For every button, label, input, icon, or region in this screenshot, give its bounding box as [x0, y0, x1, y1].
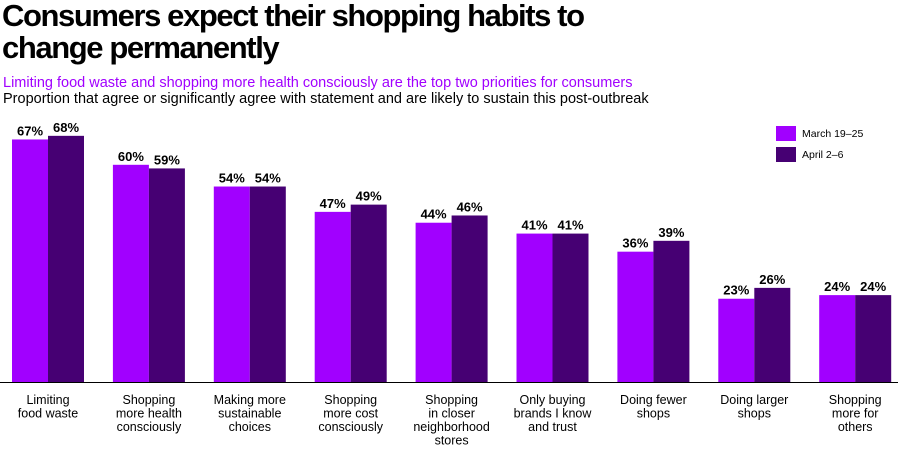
category-label-line: food waste — [18, 407, 79, 421]
bar-value-label: 49% — [356, 189, 382, 204]
bar-april — [552, 233, 589, 382]
category-label-line: consciously — [318, 420, 383, 434]
bar-value-label: 68% — [53, 120, 79, 135]
category-label-line: Making more — [214, 393, 286, 407]
bar-march — [617, 251, 654, 382]
bar-april — [754, 287, 791, 382]
category-label: Shopping more cost consciously — [318, 393, 383, 434]
value-label-group: 67% 68% 60% 59% 54% 54% 47% 49% 44% 46% 41% 41% 36% 3… — [17, 120, 887, 298]
bar-value-label: 39% — [658, 225, 684, 240]
bar-april — [350, 204, 387, 382]
bar-april — [48, 135, 84, 382]
category-label-line: and trust — [528, 420, 577, 434]
category-label-line: in closer — [428, 407, 475, 421]
category-label: Shopping more for others — [829, 393, 882, 434]
bar-value-label: 54% — [255, 171, 281, 186]
category-label-line: Doing fewer — [620, 393, 687, 407]
bar-value-label: 26% — [759, 272, 785, 287]
bar-value-label: 24% — [860, 279, 886, 294]
category-label: Shopping in closer neighborhood stores — [413, 393, 490, 448]
bar-value-label: 36% — [622, 236, 648, 251]
page-title: Consumers expect their shopping habits t… — [2, 0, 702, 64]
category-label-line: neighborhood — [413, 420, 490, 434]
category-label-line: more for — [832, 407, 879, 421]
bar-march — [415, 222, 452, 382]
bar-value-label: 67% — [17, 123, 43, 138]
category-label-line: more cost — [323, 407, 378, 421]
category-label-line: consciously — [117, 420, 182, 434]
title-line-1: Consumers expect their shopping habits t… — [2, 0, 585, 33]
category-label-line: Shopping — [324, 393, 377, 407]
bar-value-label: 41% — [557, 218, 583, 233]
bar-march — [112, 164, 149, 382]
bar-value-label: 23% — [723, 283, 749, 298]
chart-subtitle: Limiting food waste and shopping more he… — [3, 75, 633, 91]
bar-march — [819, 295, 856, 382]
bar-april — [855, 295, 892, 382]
category-label: Making more sustainable choices — [214, 393, 286, 434]
category-label-line: Shopping — [425, 393, 478, 407]
category-label-line: choices — [229, 420, 271, 434]
bar-march — [718, 298, 755, 382]
category-label-line: brands I know — [514, 407, 593, 421]
bar-value-label: 24% — [824, 279, 850, 294]
category-label-line: more health — [116, 407, 182, 421]
bar-april — [249, 186, 286, 382]
category-label-line: shops — [738, 407, 771, 421]
category-label: Limiting food waste — [18, 393, 79, 421]
category-label-line: Only buying — [519, 393, 585, 407]
category-label-line: shops — [637, 407, 670, 421]
bar-april — [451, 215, 488, 382]
bar-march — [314, 211, 351, 382]
category-label-line: Doing larger — [720, 393, 788, 407]
title-line-2: change permanently — [2, 30, 280, 65]
category-label-line: Limiting — [26, 393, 69, 407]
bar-march — [213, 186, 250, 382]
category-label: Only buying brands I know and trust — [514, 393, 593, 434]
category-label: Doing larger shops — [720, 393, 788, 421]
category-label: Shopping more health consciously — [116, 393, 182, 434]
bar-value-label: 44% — [421, 207, 447, 222]
bar-series-group — [12, 135, 892, 382]
chart-caption: Proportion that agree or significantly a… — [3, 91, 649, 107]
category-label-line: Shopping — [122, 393, 175, 407]
legend: March 19–25 April 2–6 — [776, 126, 863, 162]
legend-label: April 2–6 — [802, 149, 844, 161]
bar-value-label: 59% — [154, 152, 180, 167]
bar-april — [653, 240, 690, 382]
bar-march — [12, 139, 48, 382]
category-label: Doing fewer shops — [620, 393, 687, 421]
bar-march — [516, 233, 553, 382]
bar-value-label: 60% — [118, 149, 144, 164]
category-label-line: others — [838, 420, 873, 434]
bar-april — [148, 168, 185, 382]
bar-value-label: 47% — [320, 196, 346, 211]
bar-value-label: 41% — [521, 218, 547, 233]
category-label-line: stores — [435, 434, 469, 448]
legend-swatch — [776, 147, 796, 162]
bar-value-label: 54% — [219, 171, 245, 186]
legend-label: March 19–25 — [802, 128, 863, 140]
category-label-line: sustainable — [218, 407, 281, 421]
bar-value-label: 46% — [457, 199, 483, 214]
category-label-line: Shopping — [829, 393, 882, 407]
legend-swatch — [776, 126, 796, 141]
